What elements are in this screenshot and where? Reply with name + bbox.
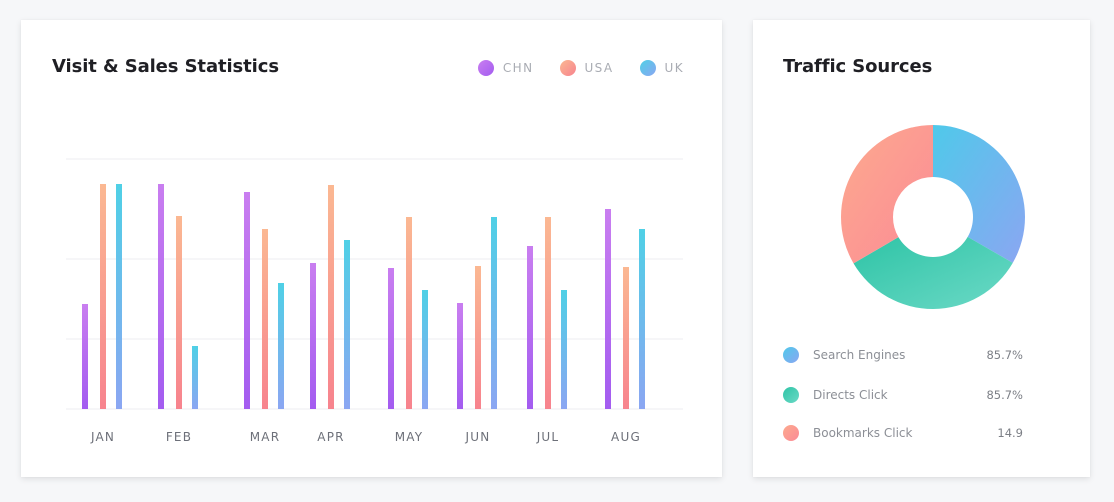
x-tick-label-jan: JAN xyxy=(90,430,115,444)
traffic-sources-title: Traffic Sources xyxy=(783,56,933,77)
bar-usa-jun[interactable] xyxy=(475,266,481,409)
bar-uk-jun[interactable] xyxy=(491,217,497,409)
source-dot-search-engines xyxy=(783,347,799,363)
visit-sales-title: Visit & Sales Statistics xyxy=(52,56,279,77)
x-tick-label-jul: JUL xyxy=(536,430,560,444)
bar-chn-mar[interactable] xyxy=(244,192,250,409)
bar-chn-apr[interactable] xyxy=(310,263,316,409)
x-tick-label-mar: MAR xyxy=(250,430,281,444)
bar-uk-feb[interactable] xyxy=(192,346,198,409)
source-value-bookmarks-click: 14.9 xyxy=(997,426,1023,440)
bar-chn-jan[interactable] xyxy=(82,304,88,409)
bar-usa-aug[interactable] xyxy=(623,267,629,409)
bar-usa-jan[interactable] xyxy=(100,184,106,409)
bar-uk-jan[interactable] xyxy=(116,184,122,409)
traffic-sources-card: Traffic Sources Search Engines 85.7% Dir… xyxy=(753,20,1090,477)
bar-chn-jul[interactable] xyxy=(527,246,533,409)
x-tick-label-jun: JUN xyxy=(465,430,491,444)
bar-chn-feb[interactable] xyxy=(158,184,164,409)
source-row-bookmarks-click[interactable]: Bookmarks Click 14.9 xyxy=(783,425,1023,441)
legend-dot-uk xyxy=(639,60,656,76)
source-row-search-engines[interactable]: Search Engines 85.7% xyxy=(783,347,1023,363)
donut-chart xyxy=(841,125,1025,310)
x-tick-label-aug: AUG xyxy=(611,430,641,444)
bar-chart: JAN FEB MAR APR MAY JUN JUL AUG xyxy=(66,158,683,444)
legend-dot-chn xyxy=(477,60,494,76)
source-label-bookmarks-click: Bookmarks Click xyxy=(813,426,913,440)
bar-usa-feb[interactable] xyxy=(176,216,182,409)
source-value-search-engines: 85.7% xyxy=(986,348,1023,362)
source-dot-bookmarks-click xyxy=(783,425,799,441)
bar-uk-mar[interactable] xyxy=(278,283,284,409)
legend-label-usa: USA xyxy=(584,61,614,75)
chart-legend: CHN USA UK xyxy=(477,60,684,76)
legend-dot-usa xyxy=(559,60,576,76)
legend-label-uk: UK xyxy=(664,61,684,75)
donut-slice-directs-click[interactable] xyxy=(853,236,1013,310)
x-tick-label-feb: FEB xyxy=(166,430,192,444)
x-tick-label-may: MAY xyxy=(395,430,424,444)
bar-uk-apr[interactable] xyxy=(344,240,350,409)
donut-slice-search-engines[interactable] xyxy=(933,125,1025,263)
donut-slice-bookmarks-click[interactable] xyxy=(841,125,933,264)
bar-uk-jul[interactable] xyxy=(561,290,567,409)
source-label-search-engines: Search Engines xyxy=(813,348,906,362)
bar-usa-jul[interactable] xyxy=(545,217,551,409)
bar-usa-mar[interactable] xyxy=(262,229,268,409)
bar-uk-aug[interactable] xyxy=(639,229,645,409)
source-dot-directs-click xyxy=(783,387,799,403)
bar-uk-may[interactable] xyxy=(422,290,428,409)
bar-chn-may[interactable] xyxy=(388,268,394,409)
x-tick-label-apr: APR xyxy=(317,430,344,444)
visit-sales-card: Visit & Sales Statistics CHN USA UK JAN F… xyxy=(21,20,722,477)
legend-item-uk[interactable]: UK xyxy=(639,60,684,76)
bar-chn-aug[interactable] xyxy=(605,209,611,409)
legend-item-chn[interactable]: CHN xyxy=(477,60,534,76)
source-value-directs-click: 85.7% xyxy=(986,388,1023,402)
source-label-directs-click: Directs Click xyxy=(813,388,888,402)
bar-chn-jun[interactable] xyxy=(457,303,463,409)
legend-item-usa[interactable]: USA xyxy=(559,60,614,76)
bar-usa-may[interactable] xyxy=(406,217,412,409)
source-row-directs-click[interactable]: Directs Click 85.7% xyxy=(783,387,1023,403)
bar-usa-apr[interactable] xyxy=(328,185,334,409)
legend-label-chn: CHN xyxy=(502,61,534,75)
